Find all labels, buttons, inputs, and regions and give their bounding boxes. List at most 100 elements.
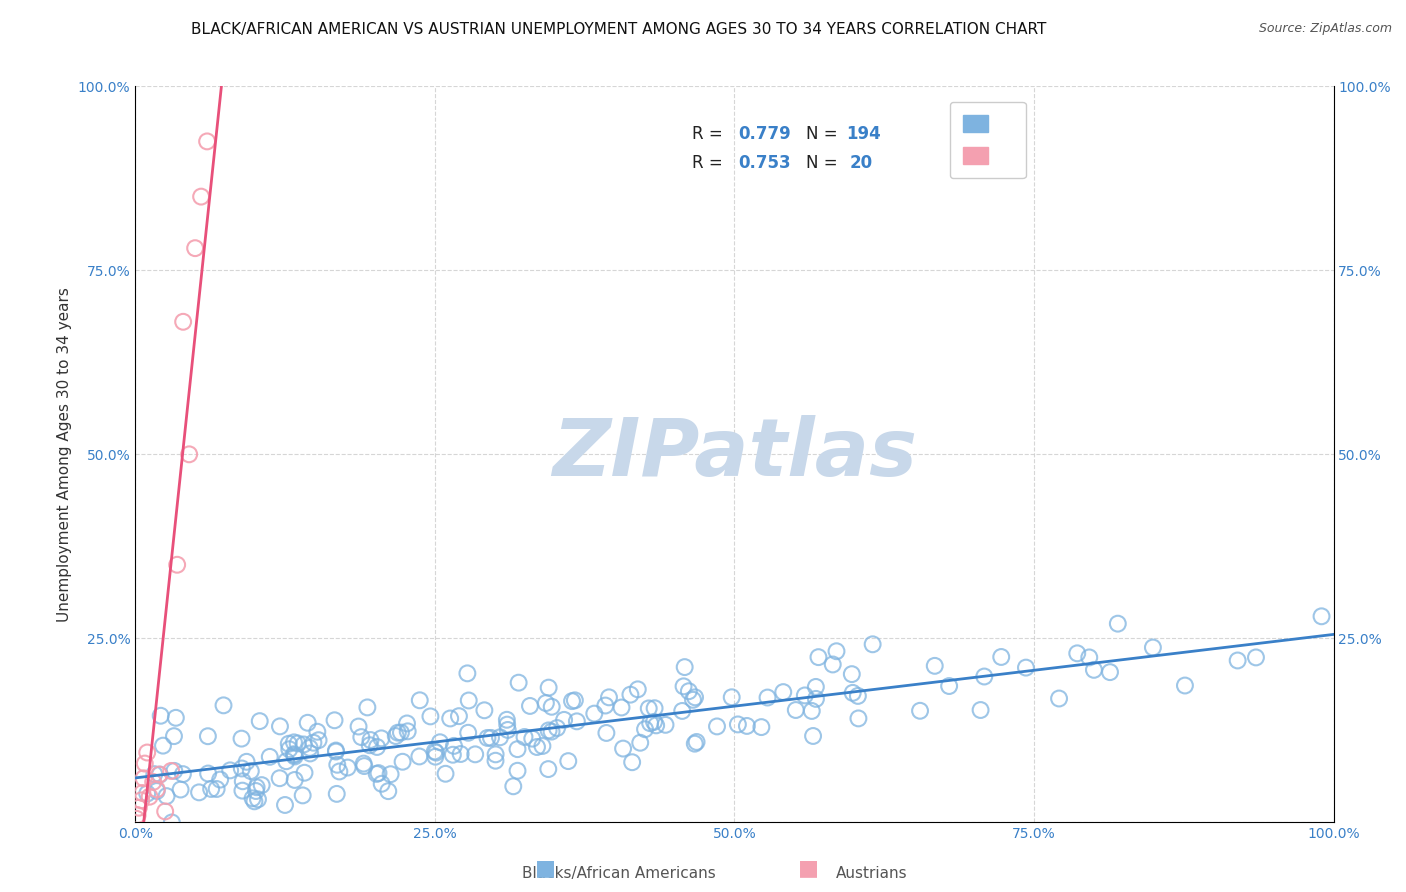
Text: R =: R = bbox=[692, 125, 728, 143]
Point bbox=[1142, 640, 1164, 655]
Point bbox=[172, 315, 194, 329]
Point bbox=[638, 716, 661, 731]
Point bbox=[370, 777, 392, 791]
Point bbox=[326, 787, 349, 801]
Text: 0.779: 0.779 bbox=[738, 125, 790, 143]
Point bbox=[484, 754, 506, 768]
Point bbox=[1083, 663, 1105, 677]
Point bbox=[1174, 679, 1197, 693]
Text: ZIPatlas: ZIPatlas bbox=[553, 416, 917, 493]
Text: 0.753: 0.753 bbox=[738, 154, 790, 172]
Point bbox=[637, 701, 659, 715]
Point bbox=[148, 767, 170, 781]
Point bbox=[612, 741, 634, 756]
Point bbox=[502, 779, 524, 793]
Point bbox=[450, 747, 472, 761]
Text: R =: R = bbox=[692, 154, 728, 172]
Point bbox=[129, 793, 152, 807]
Point bbox=[643, 714, 665, 729]
Point bbox=[506, 764, 529, 778]
Text: 20: 20 bbox=[849, 154, 873, 172]
Point bbox=[537, 723, 560, 738]
Point bbox=[276, 754, 298, 768]
Point bbox=[804, 692, 827, 706]
Point bbox=[526, 739, 548, 754]
Point bbox=[969, 703, 991, 717]
Point bbox=[389, 725, 412, 739]
Point bbox=[496, 723, 519, 737]
Point bbox=[800, 704, 823, 718]
Point bbox=[1047, 691, 1070, 706]
Point bbox=[565, 714, 588, 729]
Point bbox=[172, 767, 194, 781]
Text: ■: ■ bbox=[799, 858, 818, 878]
Point bbox=[522, 731, 544, 746]
Point bbox=[328, 764, 350, 779]
Point bbox=[610, 700, 633, 714]
Point bbox=[506, 742, 529, 756]
Point bbox=[367, 766, 389, 780]
Text: N =: N = bbox=[806, 154, 844, 172]
Point bbox=[439, 711, 461, 725]
Point bbox=[496, 717, 519, 731]
Point bbox=[160, 764, 183, 778]
Point bbox=[353, 756, 375, 771]
Point bbox=[479, 731, 502, 745]
Point bbox=[269, 771, 291, 785]
Y-axis label: Unemployment Among Ages 30 to 34 years: Unemployment Among Ages 30 to 34 years bbox=[58, 287, 72, 622]
Point bbox=[209, 772, 232, 787]
Point bbox=[299, 747, 322, 761]
Point bbox=[325, 745, 347, 759]
Point bbox=[785, 703, 807, 717]
Point bbox=[685, 735, 707, 749]
Point bbox=[628, 736, 651, 750]
Point bbox=[1078, 650, 1101, 665]
Legend:   ,   : , bbox=[950, 102, 1025, 178]
Text: ■: ■ bbox=[536, 858, 555, 878]
Point bbox=[231, 762, 253, 776]
Point bbox=[232, 774, 254, 789]
Point bbox=[384, 729, 406, 743]
Text: BLACK/AFRICAN AMERICAN VS AUSTRIAN UNEMPLOYMENT AMONG AGES 30 TO 34 YEARS CORREL: BLACK/AFRICAN AMERICAN VS AUSTRIAN UNEMP… bbox=[191, 22, 1046, 37]
Point bbox=[627, 682, 650, 697]
Point bbox=[146, 784, 169, 798]
Point bbox=[645, 718, 668, 732]
Point bbox=[1015, 660, 1038, 674]
Point bbox=[197, 766, 219, 780]
Point bbox=[391, 755, 413, 769]
Point bbox=[184, 241, 207, 255]
Point bbox=[485, 747, 508, 762]
Point bbox=[128, 801, 150, 815]
Point bbox=[395, 716, 418, 731]
Point bbox=[519, 698, 541, 713]
Point bbox=[212, 698, 235, 713]
Point bbox=[231, 731, 253, 746]
Point bbox=[396, 724, 419, 739]
Point bbox=[1098, 665, 1121, 680]
Point bbox=[654, 718, 676, 732]
Point bbox=[366, 767, 388, 781]
Point bbox=[323, 713, 346, 727]
Point bbox=[132, 772, 155, 786]
Point bbox=[155, 789, 177, 804]
Point bbox=[143, 767, 166, 781]
Point bbox=[924, 658, 946, 673]
Point bbox=[534, 696, 557, 710]
Point bbox=[283, 735, 305, 749]
Point bbox=[294, 765, 316, 780]
Point bbox=[380, 767, 402, 781]
Text: Austrians: Austrians bbox=[837, 866, 907, 881]
Point bbox=[195, 135, 218, 149]
Point bbox=[841, 686, 863, 700]
Point bbox=[242, 791, 264, 805]
Point bbox=[152, 739, 174, 753]
Point bbox=[249, 714, 271, 728]
Point bbox=[231, 783, 253, 797]
Point bbox=[429, 735, 451, 749]
Point bbox=[127, 808, 149, 822]
Point bbox=[353, 759, 375, 773]
Point bbox=[508, 675, 530, 690]
Point bbox=[350, 730, 373, 744]
Point bbox=[163, 764, 186, 778]
Point bbox=[546, 721, 568, 735]
